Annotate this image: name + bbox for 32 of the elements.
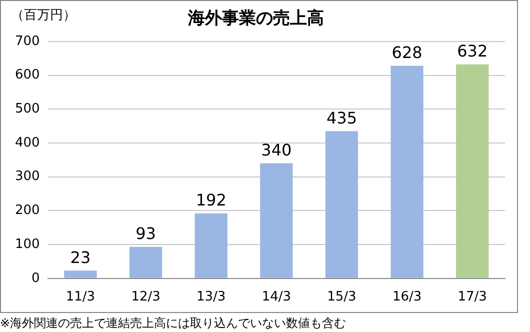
chart-title: 海外事業の売上高 [187,8,324,29]
y-axis-title: （百万円） [11,8,76,23]
y-tick-label: 600 [14,68,40,83]
data-label: 632 [457,42,488,61]
data-label: 93 [136,224,156,244]
y-tick-label: 200 [14,203,40,218]
y-tick-label: 0 [32,270,40,286]
data-label: 628 [392,42,422,62]
bar [129,246,162,278]
bar [456,64,489,278]
y-tick-label: 500 [14,101,40,116]
y-tick-label: 300 [14,169,40,184]
data-label: 192 [196,190,226,210]
data-label: 435 [326,108,357,128]
x-tick-label: 14/3 [262,290,292,305]
bar [325,131,358,278]
x-tick-label: 17/3 [458,290,487,305]
x-tick-label: 11/3 [66,290,96,305]
x-tick-label: 12/3 [131,290,160,305]
y-tick-label: 400 [14,135,40,150]
x-tick-label: 16/3 [392,290,422,305]
x-tick-label: 15/3 [327,290,356,305]
text: ※海外関連の売上で連結売上高には取り込んでいない数値も含む [0,315,346,332]
bar [194,213,228,278]
bar [260,163,293,278]
y-tick-label: 100 [14,236,40,252]
x-tick-label: 13/3 [196,290,226,305]
y-tick-label: 700 [14,34,40,49]
bar [64,270,97,278]
data-label: 340 [261,140,292,160]
data-label: 23 [70,248,91,267]
bar [390,66,424,278]
